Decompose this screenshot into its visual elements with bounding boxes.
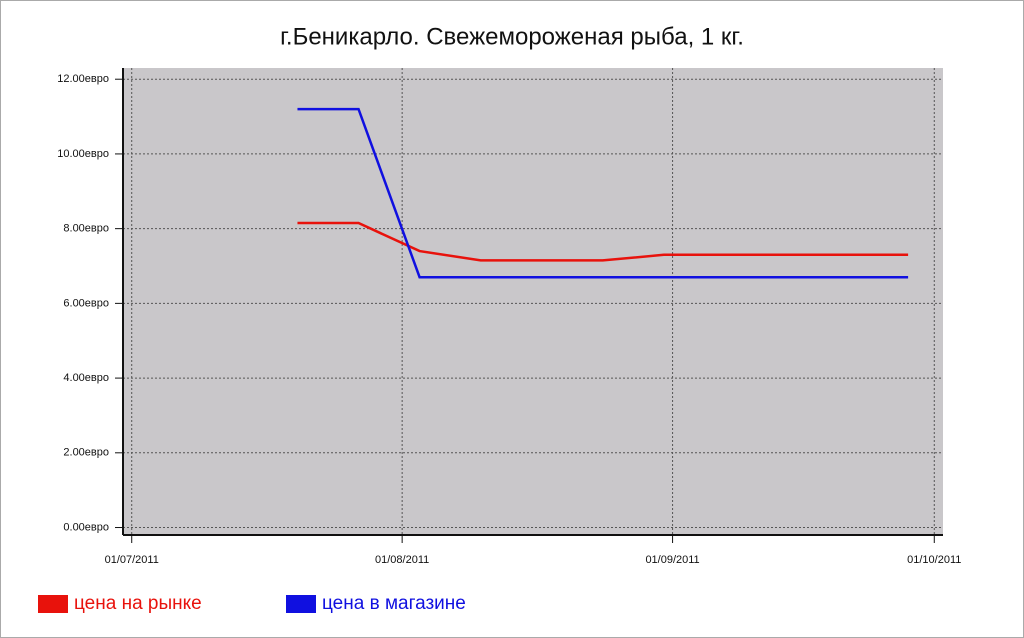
y-tick-label: 10.00евро <box>57 148 109 160</box>
y-tick-label: 2.00евро <box>63 447 109 459</box>
plot-area <box>123 68 943 535</box>
series-line <box>297 107 909 279</box>
y-tick-label: 0.00евро <box>63 521 109 533</box>
x-tick-label: 01/10/2011 <box>907 554 961 566</box>
x-tick-label: 01/08/2011 <box>375 554 429 566</box>
x-tick-label: 01/07/2011 <box>105 554 159 566</box>
legend-label: цена на рынке <box>74 593 202 614</box>
y-tick-label: 12.00евро <box>57 73 109 85</box>
legend-swatch <box>38 595 68 613</box>
chart-title: г.Беникарло. Свежемороженая рыба, 1 кг. <box>280 23 744 50</box>
series-line <box>297 221 909 262</box>
y-tick-label: 8.00евро <box>63 223 109 235</box>
y-tick-label: 4.00евро <box>63 372 109 384</box>
x-tick-label: 01/09/2011 <box>645 554 699 566</box>
legend-label: цена в магазине <box>322 593 466 614</box>
legend-swatch <box>286 595 316 613</box>
y-tick-label: 6.00евро <box>63 297 109 309</box>
